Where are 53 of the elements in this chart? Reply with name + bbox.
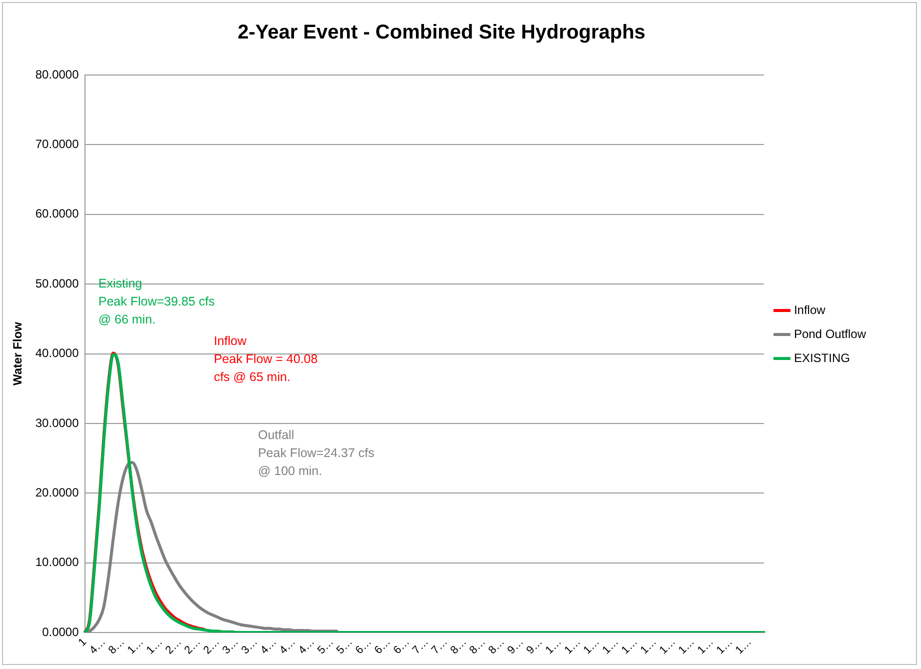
x-tick-label: 6…	[391, 636, 412, 657]
y-tick-label: 60.0000	[35, 206, 80, 221]
x-tick-label: 1…	[695, 636, 716, 657]
y-tick-label: 70.0000	[35, 137, 80, 152]
x-tick-label: 1…	[543, 636, 564, 657]
x-tick-label: 1…	[657, 636, 678, 657]
x-tick-label: 7…	[410, 636, 432, 657]
legend-label: Pond Outflow	[794, 326, 866, 341]
x-tick-label: 1…	[581, 636, 602, 657]
legend-label: Inflow	[794, 302, 826, 317]
x-tick-label: 9…	[505, 636, 526, 657]
x-tick-label: 1…	[619, 636, 640, 657]
x-tick-label: 8…	[448, 636, 470, 657]
y-axis-title: Water Flow	[10, 321, 25, 386]
x-tick-label: 1	[76, 636, 90, 649]
x-tick-label: 1…	[638, 636, 659, 657]
x-tick-label: 5…	[334, 636, 356, 657]
y-tick-label: 0.0000	[42, 624, 80, 639]
x-tick-label: 2…	[201, 636, 222, 657]
x-tick-label: 4…	[258, 636, 280, 657]
annotation: Inflow Peak Flow = 40.08 cfs @ 65 min.	[214, 334, 318, 384]
y-tick-label: 80.0000	[35, 67, 80, 82]
x-tick-label: 1…	[600, 636, 621, 657]
x-tick-label: 5…	[315, 636, 336, 657]
y-tick-label: 30.0000	[35, 416, 80, 430]
y-tick-label: 10.0000	[35, 555, 80, 570]
y-tick-label: 50.0000	[35, 276, 80, 290]
x-tick-label: 6…	[353, 636, 374, 657]
y-tick-label: 40.0000	[35, 346, 80, 360]
x-tick-label: 2…	[163, 636, 184, 657]
x-tick-label: 4…	[87, 636, 108, 657]
x-tick-label: 1…	[733, 636, 754, 657]
x-tick-label: 3…	[220, 636, 242, 657]
x-tick-label: 1…	[562, 636, 583, 657]
x-tick-label: 1…	[125, 636, 146, 657]
x-tick-label: 8…	[486, 636, 507, 657]
x-tick-label: 3…	[239, 636, 260, 657]
x-tick-label: 4…	[296, 636, 318, 657]
x-tick-label: 9…	[524, 636, 545, 657]
x-tick-label: 6…	[372, 636, 394, 657]
x-tick-label: 1…	[714, 636, 735, 657]
annotation: Existing Peak Flow=39.85 cfs @ 66 min.	[98, 276, 215, 327]
chart-title: 2-Year Event - Combined Site Hydrographs	[238, 22, 646, 44]
x-tick-label: 8…	[106, 636, 128, 657]
x-tick-label: 8…	[467, 636, 488, 657]
y-tick-label: 20.0000	[35, 485, 80, 500]
x-tick-label: 7…	[429, 636, 450, 657]
x-tick-label: 2…	[182, 636, 204, 657]
x-tick-label: 4…	[277, 636, 298, 657]
x-tick-label: 1…	[144, 636, 166, 657]
x-tick-label: 1…	[676, 636, 697, 657]
annotation: Outfall Peak Flow=24.37 cfs @ 100 min.	[258, 428, 374, 478]
legend-label: EXISTING	[794, 350, 850, 365]
